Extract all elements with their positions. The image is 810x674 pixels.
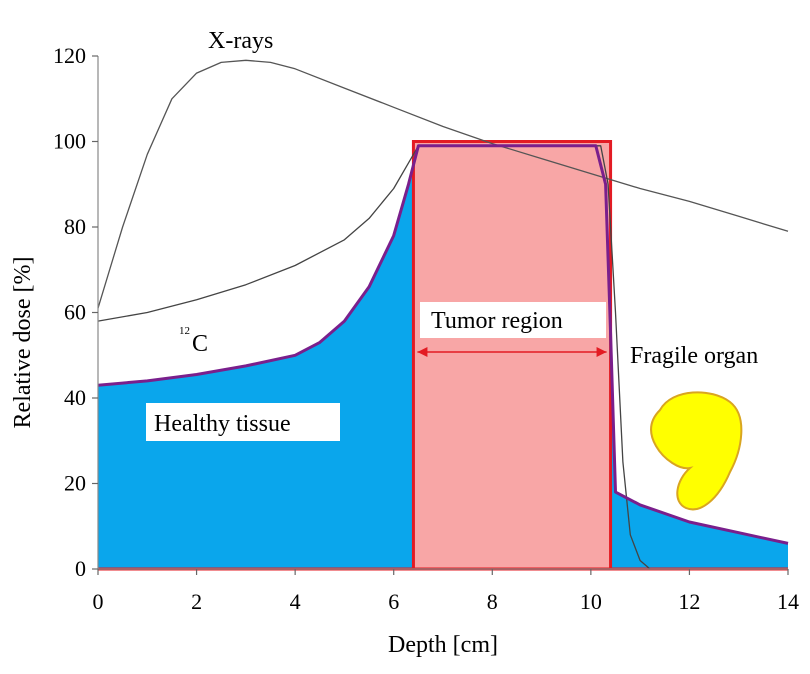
arrow-head-right (596, 347, 607, 357)
fragile-organ-label: Fragile organ (630, 343, 758, 369)
healthy-tissue-text: Healthy tissue (154, 411, 291, 437)
y-tick-label: 120 (53, 43, 86, 68)
tumor-region-label: Tumor region (420, 302, 606, 338)
fragile-organ-shape (650, 391, 743, 511)
y-tick-label: 40 (64, 385, 86, 410)
x-tick-label: 6 (388, 589, 399, 614)
y-tick-label: 100 (53, 129, 86, 154)
y-tick-label: 20 (64, 471, 86, 496)
axes-layer: 0 20 40 60 80 100 120 0 2 4 6 8 10 12 14 Depth [cm] Rela… (10, 43, 799, 658)
x-tick-label: 12 (678, 589, 700, 614)
tumor-region-text: Tumor region (431, 308, 563, 334)
annotations-layer: X-rays 12 C Healthy tissue Tumor region … (146, 28, 758, 511)
y-tick-label: 60 (64, 300, 86, 325)
y-axis-title: Relative dose [%] (10, 257, 36, 429)
series-layer (97, 59, 789, 570)
x-tick-label: 10 (580, 589, 602, 614)
carbon-label-symbol: C (192, 331, 208, 357)
tumor-region-rect (411, 140, 613, 571)
xrays-curve (97, 59, 789, 309)
x-tick-label: 8 (487, 589, 498, 614)
carbon-label-superscript: 12 (179, 325, 190, 337)
y-tick-label: 80 (64, 214, 86, 239)
y-tick-label: 0 (75, 556, 86, 581)
xrays-label: X-rays (208, 28, 273, 54)
carbon-dose-curve (97, 144, 789, 545)
arrow-head-left (417, 347, 428, 357)
x-axis-title: Depth [cm] (388, 632, 498, 658)
healthy-tissue-bg (146, 403, 340, 441)
tumor-region-bg (420, 302, 606, 338)
carbon-raw-curve (97, 145, 651, 570)
x-tick-label: 4 (290, 589, 301, 614)
carbon-label-bg (176, 318, 226, 354)
x-tick-label: 14 (777, 589, 799, 614)
carbon-label: 12 C (176, 318, 226, 357)
x-tick-label: 2 (191, 589, 202, 614)
healthy-tissue-label: Healthy tissue (146, 403, 340, 441)
x-tick-label: 0 (93, 589, 104, 614)
tumor-width-arrow (417, 347, 607, 357)
